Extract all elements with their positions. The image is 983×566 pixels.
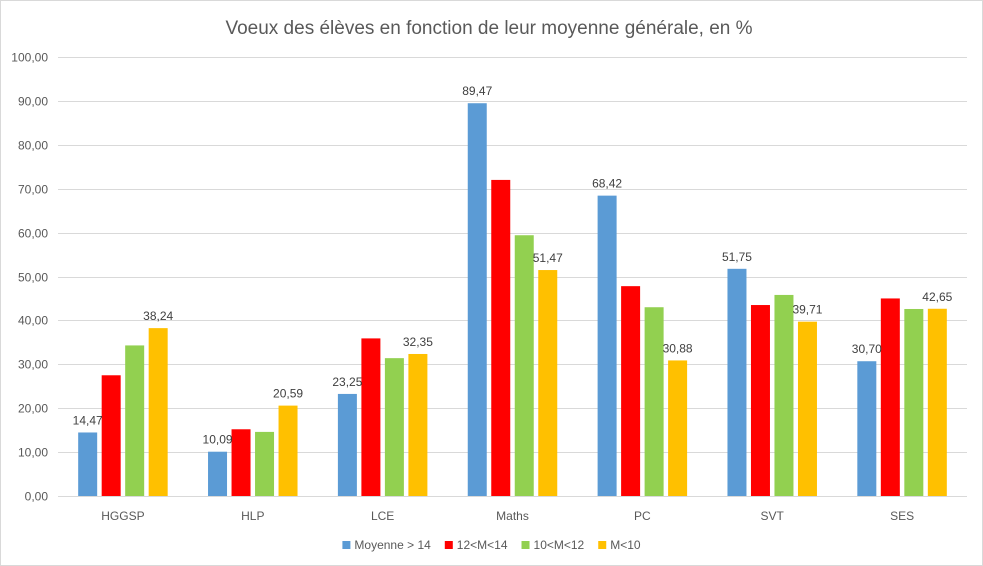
x-tick-label: HLP [241,509,264,523]
y-tick-label: 30,00 [18,358,48,372]
legend: Moyenne > 14 12<M<14 10<M<12 M<10 [342,538,641,552]
data-label: 30,88 [663,341,693,355]
legend-swatch [521,541,530,549]
bar [857,361,877,496]
bar [125,345,145,496]
bar [78,432,98,496]
legend-label: 10<M<12 [534,538,585,552]
bar [644,307,664,496]
data-label: 68,42 [592,177,622,191]
gridlines [58,57,967,497]
legend-swatch [598,541,607,549]
bar [101,375,121,496]
data-label: 42,65 [922,290,952,304]
bars [78,103,947,497]
bar [384,358,404,496]
bar [797,321,817,496]
y-axis-ticks: 0,00 10,00 20,00 30,00 40,00 50,00 60,00 70,00 8… [11,51,48,504]
legend-swatch [444,541,453,549]
y-tick-label: 0,00 [25,490,49,504]
bar [514,235,534,496]
data-label: 39,71 [792,303,822,317]
y-tick-label: 70,00 [18,183,48,197]
bar [231,429,251,496]
bar [255,431,275,496]
bar [904,308,924,496]
bar [208,451,228,496]
x-tick-label: SVT [761,509,785,523]
bar [774,294,794,496]
data-label: 23,25 [332,375,362,389]
bar [668,360,688,496]
legend-label: 12<M<14 [457,538,508,552]
x-tick-label: LCE [371,509,394,523]
data-label: 89,47 [462,84,492,98]
data-label: 51,75 [722,250,752,264]
bar [337,393,357,496]
legend-label: Moyenne > 14 [354,538,431,552]
bar [880,298,900,496]
y-tick-label: 40,00 [18,314,48,328]
y-tick-label: 100,00 [11,51,48,65]
x-tick-label: Maths [496,509,529,523]
x-tick-label: SES [890,509,914,523]
bar [361,338,381,496]
y-tick-label: 10,00 [18,446,48,460]
bar [491,179,511,497]
x-tick-label: HGGSP [101,509,144,523]
bar [750,305,770,496]
bar [278,405,298,496]
y-tick-label: 90,00 [18,95,48,109]
data-label: 51,47 [533,251,563,265]
y-tick-label: 20,00 [18,402,48,416]
bar [927,308,947,496]
y-tick-label: 80,00 [18,139,48,153]
bar [597,195,617,496]
bar [148,328,168,496]
bar [538,270,558,496]
bar [727,268,747,496]
bar [408,353,428,496]
data-label: 38,24 [143,309,173,323]
legend-swatch [342,541,351,549]
data-label: 32,35 [403,335,433,349]
data-labels: 14,47 38,24 10,09 20,59 23,25 32,35 89,47 51,47… [73,84,953,446]
bar [467,103,487,497]
data-label: 30,70 [852,342,882,356]
data-label: 14,47 [73,413,103,427]
y-tick-label: 60,00 [18,227,48,241]
bar [621,286,641,496]
x-tick-label: PC [634,509,651,523]
chart-title: Voeux des élèves en fonction de leur moy… [225,18,752,39]
x-axis-ticks: HGGSP HLP LCE Maths PC SVT SES [101,509,914,523]
data-label: 20,59 [273,387,303,401]
y-tick-label: 50,00 [18,271,48,285]
data-label: 10,09 [203,433,233,447]
legend-label: M<10 [610,538,641,552]
